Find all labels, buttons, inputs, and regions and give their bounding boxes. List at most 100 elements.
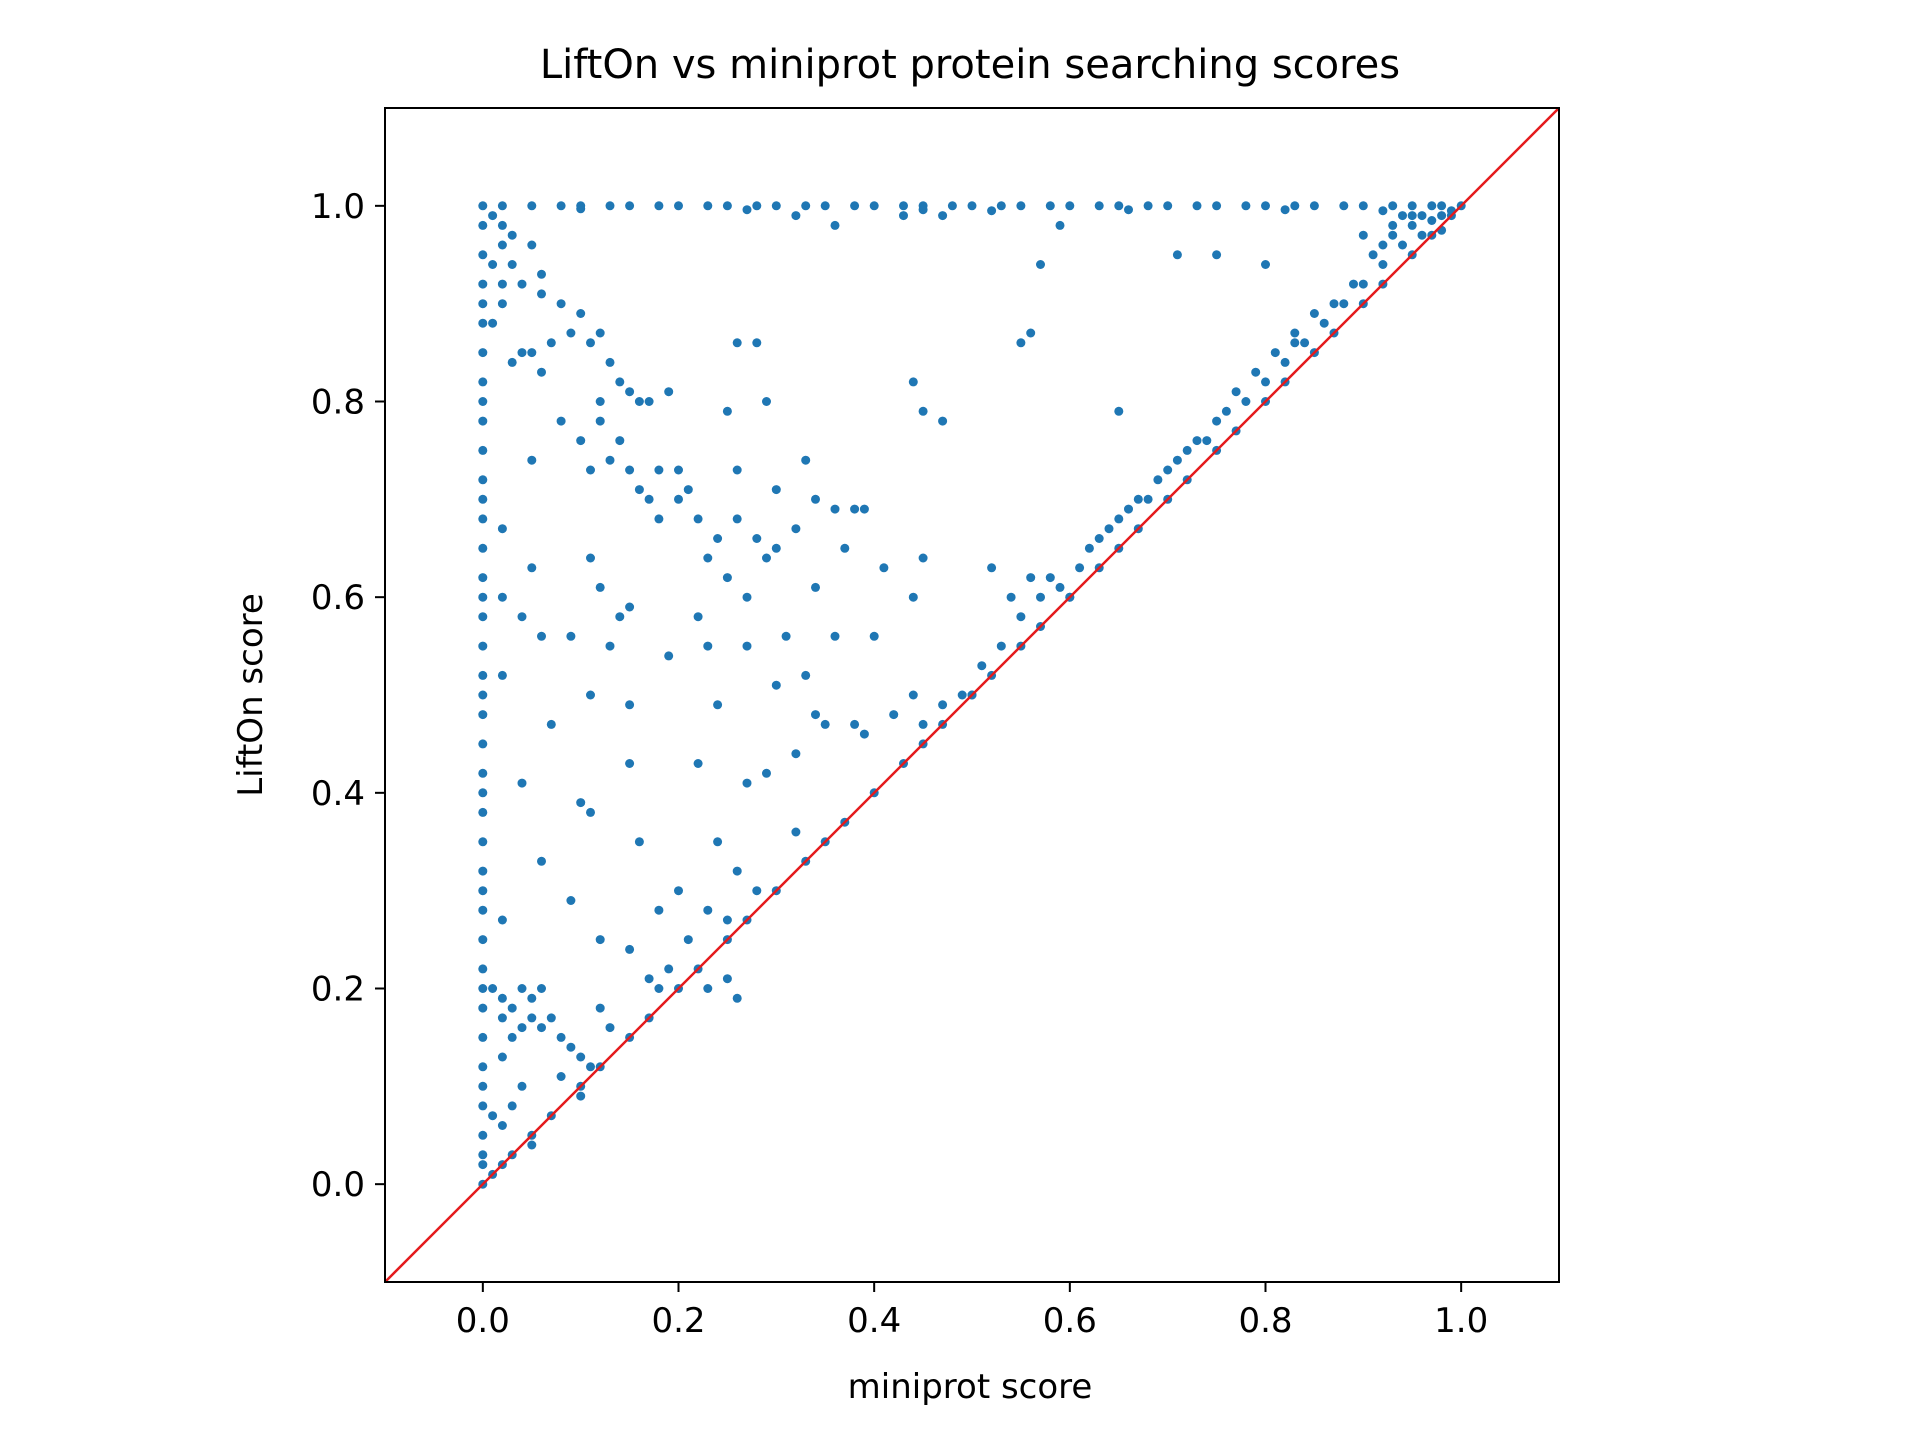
data-point [1016, 612, 1026, 622]
reference-line-layer [385, 108, 1559, 1282]
data-point [1055, 220, 1065, 230]
data-point [1094, 201, 1104, 211]
data-point [595, 935, 605, 945]
data-point [517, 984, 527, 993]
data-point [497, 524, 507, 534]
data-point [497, 299, 507, 309]
data-point [899, 211, 908, 221]
data-point [908, 592, 918, 602]
data-point [1358, 279, 1368, 289]
data-point [1231, 387, 1241, 397]
data-point [478, 1150, 488, 1160]
data-point [634, 485, 644, 495]
data-point [732, 514, 742, 524]
data-point [478, 866, 488, 876]
data-point [1124, 504, 1133, 514]
data-point [556, 1072, 566, 1081]
data-point [654, 984, 664, 993]
data-point [732, 993, 742, 1003]
data-point [556, 1032, 566, 1042]
data-point [1016, 338, 1026, 348]
data-point [595, 397, 605, 406]
data-point [1290, 338, 1300, 348]
data-point [527, 563, 537, 573]
data-point [1329, 299, 1339, 309]
data-point [732, 338, 742, 348]
data-point [625, 700, 635, 710]
data-point [478, 543, 488, 553]
data-point [478, 299, 488, 309]
data-point [605, 1023, 615, 1033]
x-tick-label: 0.0 [456, 1301, 510, 1341]
data-point [537, 269, 546, 279]
data-point [478, 445, 488, 455]
y-tick-label: 0.0 [311, 1165, 365, 1205]
data-point [1241, 397, 1251, 406]
data-point [938, 416, 948, 426]
data-point [938, 700, 948, 710]
data-point [625, 602, 635, 612]
data-point [586, 338, 595, 348]
data-point [771, 201, 781, 211]
data-point [615, 436, 625, 446]
data-point [478, 641, 488, 651]
data-point [595, 1003, 605, 1013]
data-point [869, 631, 879, 641]
data-point [947, 201, 957, 211]
data-point [791, 749, 801, 759]
data-point [1349, 279, 1358, 289]
data-point [507, 1032, 517, 1042]
data-point [791, 827, 801, 837]
data-point [683, 485, 693, 495]
data-point [722, 915, 732, 925]
x-tick-label: 0.2 [651, 1301, 705, 1341]
data-point [1104, 524, 1114, 534]
data-point [644, 974, 654, 984]
data-point [1114, 514, 1124, 524]
data-point [615, 377, 625, 387]
data-point [820, 201, 830, 211]
data-point [527, 993, 537, 1003]
data-point [546, 1013, 556, 1023]
data-point [586, 1062, 595, 1072]
data-point [537, 984, 546, 993]
data-point [830, 504, 840, 514]
data-point [517, 1023, 527, 1033]
x-tick-label: 0.8 [1238, 1301, 1292, 1341]
data-point [703, 201, 713, 211]
data-point [801, 670, 811, 680]
data-point [497, 220, 507, 230]
data-point [674, 465, 683, 475]
x-axis-label: miniprot score [848, 1367, 1093, 1407]
data-point [497, 592, 507, 602]
data-point [1055, 582, 1065, 592]
data-point [478, 964, 488, 974]
data-point [1172, 455, 1182, 465]
data-point [625, 759, 635, 768]
data-point [722, 406, 732, 416]
data-point [478, 739, 488, 749]
data-point [1309, 201, 1319, 211]
data-point [1133, 494, 1143, 504]
data-point [918, 719, 928, 729]
data-point [1398, 211, 1407, 221]
y-tick-label: 0.2 [311, 970, 365, 1010]
data-point [478, 984, 488, 993]
data-point [1358, 230, 1368, 240]
data-point [762, 553, 771, 563]
data-point [1036, 592, 1045, 602]
data-point [781, 631, 791, 641]
data-point [869, 201, 879, 211]
data-point [742, 778, 752, 788]
data-point [478, 837, 488, 847]
data-point [1437, 211, 1447, 221]
data-point [625, 387, 635, 397]
data-point [996, 641, 1006, 651]
data-point [830, 631, 840, 641]
data-point [556, 201, 566, 211]
data-point [586, 690, 595, 700]
data-point [497, 1052, 507, 1062]
data-point [683, 935, 693, 945]
